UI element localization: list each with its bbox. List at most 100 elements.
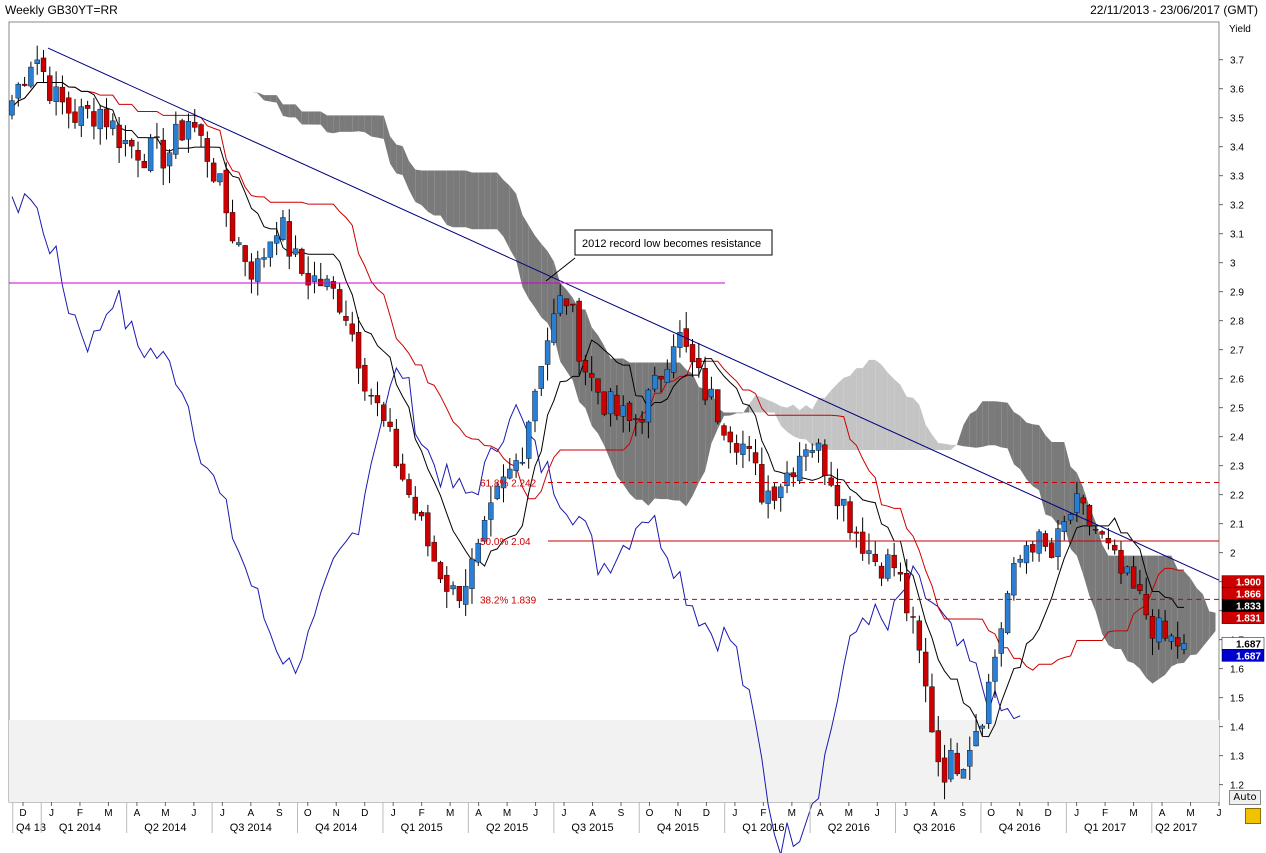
candle-up — [147, 137, 154, 171]
ichimoku-cloud-segment — [868, 359, 876, 451]
candle-down — [1042, 533, 1049, 547]
candle-down — [66, 97, 72, 114]
x-month-label: J — [191, 808, 196, 819]
candle-down — [935, 730, 941, 763]
x-month-label: J — [732, 808, 737, 819]
candle-down — [1118, 549, 1124, 574]
x-month-label: S — [276, 808, 283, 819]
candle-up — [544, 340, 551, 365]
y-tick-label: 3.7 — [1230, 56, 1244, 67]
candle-down — [576, 300, 582, 362]
candle-down — [456, 586, 463, 602]
x-quarter-label: Q2 2017 — [1155, 822, 1197, 834]
ichimoku-cloud-segment — [875, 359, 882, 451]
candle-up — [803, 449, 809, 457]
x-month-label: O — [304, 808, 312, 819]
candle-down — [248, 261, 255, 280]
candle-down — [897, 572, 904, 575]
callout-box — [574, 229, 773, 256]
ichimoku-cloud-segment — [686, 369, 693, 507]
candle-down — [1130, 566, 1137, 589]
candle-down — [135, 149, 141, 161]
x-month-label: J — [49, 808, 54, 819]
x-month-label: J — [562, 808, 567, 819]
ichimoku-cloud-segment — [661, 362, 668, 500]
callout-pointer — [545, 257, 576, 282]
x-month-label: A — [589, 808, 596, 819]
candle-down — [305, 272, 311, 286]
y-axis-title: Yield — [1229, 24, 1251, 35]
candle-down — [916, 620, 923, 651]
candle-down — [771, 486, 778, 501]
candle-up — [985, 681, 992, 724]
candle-up — [1004, 593, 1011, 634]
candle-up — [998, 628, 1004, 654]
candle-up — [620, 405, 626, 417]
ichimoku-cloud-segment — [894, 379, 901, 451]
ichimoku-cloud-segment — [295, 104, 302, 125]
candle-up — [481, 520, 488, 542]
ichimoku-cloud-segment — [1026, 422, 1033, 487]
ichimoku-cloud-segment — [969, 410, 977, 448]
x-month-label: D — [361, 808, 368, 819]
ichimoku-cloud-segment — [862, 359, 869, 451]
ichimoku-cloud-segment — [938, 443, 945, 451]
y-tick-label: 2.6 — [1230, 375, 1244, 386]
x-month-label: M — [1129, 808, 1137, 819]
candle-up — [1017, 558, 1023, 563]
ichimoku-cloud-segment — [301, 111, 309, 125]
candle-down — [336, 289, 343, 313]
candle-up — [236, 242, 242, 245]
candle-up — [1023, 545, 1030, 564]
x-month-label: F — [1102, 808, 1108, 819]
ichimoku-cloud-segment — [837, 377, 844, 451]
candle-up — [538, 366, 544, 389]
candle-up — [15, 83, 22, 99]
candle-down — [689, 344, 696, 363]
ichimoku-cloud-segment — [421, 170, 428, 212]
ichimoku-cloud-segment — [654, 362, 662, 500]
ichimoku-cloud-segment — [736, 412, 743, 414]
y-tick-label: 1.5 — [1230, 694, 1244, 705]
price-tag-label: 1.833 — [1236, 602, 1261, 613]
ichimoku-cloud-segment — [1152, 555, 1159, 684]
candle-up — [261, 257, 267, 260]
y-tick-label: 2 — [1230, 549, 1236, 560]
callout-text: 2012 record low becomes resistance — [582, 238, 761, 250]
candle-down — [588, 373, 595, 378]
ichimoku-cloud-segment — [730, 412, 737, 416]
candle-up — [645, 389, 652, 423]
candle-up — [740, 443, 746, 455]
candle-down — [1149, 616, 1156, 639]
candle-down — [387, 421, 393, 427]
ichimoku-cloud-segment — [396, 144, 403, 176]
y-tick-label: 1.3 — [1230, 752, 1244, 763]
ichimoku-cloud-segment — [623, 358, 630, 494]
ichimoku-cloud-segment — [446, 170, 454, 228]
ichimoku-cloud-segment — [1139, 555, 1147, 678]
x-month-label: A — [817, 808, 824, 819]
candle-down — [330, 281, 337, 289]
y-tick-label: 3.4 — [1230, 143, 1244, 154]
candle-up — [1011, 563, 1017, 596]
candle-down — [847, 501, 853, 533]
candle-down — [368, 395, 374, 397]
candle-up — [778, 486, 784, 498]
candle-up — [78, 106, 85, 126]
candle-down — [355, 331, 362, 369]
candle-down — [393, 428, 400, 467]
x-month-label: N — [1016, 808, 1023, 819]
x-month-label: M — [104, 808, 112, 819]
candle-up — [280, 217, 286, 240]
auto-scale-button[interactable]: Auto — [1229, 790, 1261, 805]
x-month-label: D — [19, 808, 26, 819]
ichimoku-cloud-segment — [1158, 555, 1166, 680]
candle-down — [859, 531, 866, 554]
chart-title: Weekly GB30YT=RR — [5, 3, 118, 17]
candle-up — [664, 369, 671, 383]
settings-icon[interactable] — [1245, 808, 1261, 824]
candle-down — [721, 425, 727, 436]
candle-up — [677, 332, 683, 348]
ichimoku-cloud-segment — [957, 425, 964, 447]
